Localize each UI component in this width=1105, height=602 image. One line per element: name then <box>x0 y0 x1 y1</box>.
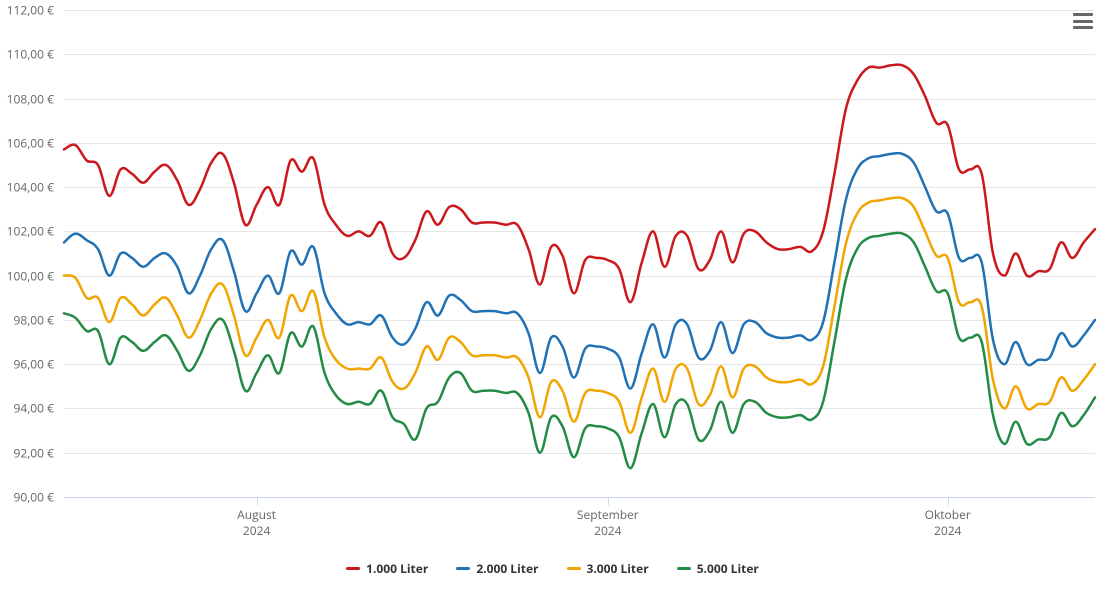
legend-swatch <box>567 567 581 570</box>
legend-item[interactable]: 2.000 Liter <box>456 560 538 577</box>
series-line <box>64 64 1095 302</box>
legend-item[interactable]: 1.000 Liter <box>346 560 428 577</box>
legend-label: 3.000 Liter <box>587 560 649 577</box>
legend-label: 1.000 Liter <box>366 560 428 577</box>
series-line <box>64 153 1095 388</box>
legend-swatch <box>677 567 691 570</box>
legend-label: 2.000 Liter <box>476 560 538 577</box>
line-series-group <box>0 0 1105 602</box>
legend-item[interactable]: 5.000 Liter <box>677 560 759 577</box>
legend-label: 5.000 Liter <box>697 560 759 577</box>
chart-container: 90,00 €92,00 €94,00 €96,00 €98,00 €100,0… <box>0 0 1105 602</box>
legend: 1.000 Liter 2.000 Liter 3.000 Liter 5.000 L… <box>0 560 1105 577</box>
legend-item[interactable]: 3.000 Liter <box>567 560 649 577</box>
series-line <box>64 233 1095 468</box>
legend-swatch <box>456 567 470 570</box>
legend-swatch <box>346 567 360 570</box>
series-line <box>64 197 1095 432</box>
